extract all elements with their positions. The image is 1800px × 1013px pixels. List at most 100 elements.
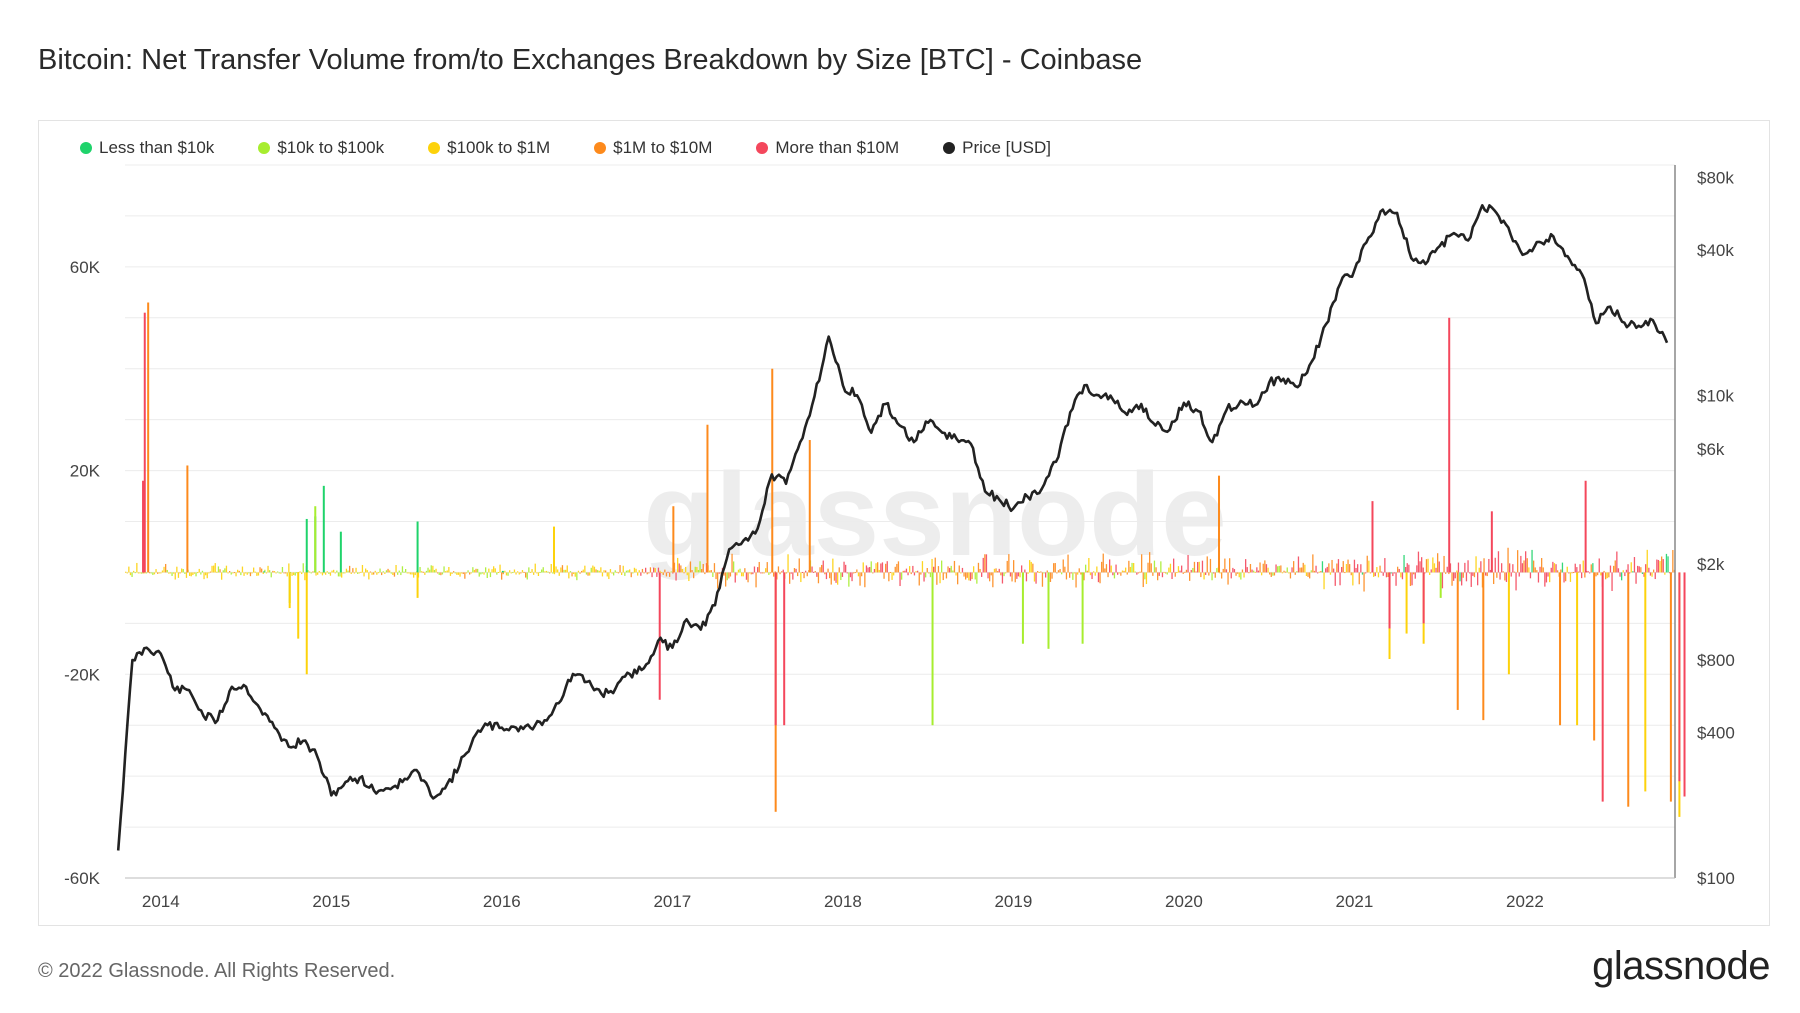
net-volume-bar — [646, 572, 648, 575]
net-volume-bar — [1113, 572, 1116, 579]
net-volume-bar — [131, 572, 133, 577]
net-volume-bar — [918, 572, 920, 586]
net-volume-bar — [1451, 572, 1453, 586]
net-volume-bar — [435, 568, 437, 573]
net-volume-bar — [1208, 572, 1210, 576]
net-volume-bar — [813, 571, 815, 573]
net-volume-bar — [560, 567, 562, 573]
net-volume-bar — [1006, 560, 1008, 573]
spike-bar — [1218, 475, 1221, 573]
net-volume-bar — [272, 570, 274, 573]
net-volume-bar — [1222, 568, 1224, 573]
net-volume-bar — [1150, 563, 1152, 573]
net-volume-bar — [1424, 572, 1426, 574]
legend-item[interactable]: $100k to $1M — [428, 138, 550, 158]
net-volume-bar — [1248, 572, 1250, 574]
net-volume-bar — [1197, 562, 1199, 573]
net-volume-bar — [920, 572, 922, 575]
net-volume-bar — [1257, 570, 1260, 573]
net-volume-bar — [699, 561, 701, 573]
legend-item[interactable]: Price [USD] — [943, 138, 1051, 158]
net-volume-bar — [590, 567, 592, 573]
net-volume-bar — [251, 572, 253, 574]
net-volume-bar — [857, 572, 860, 577]
net-volume-bar — [1398, 568, 1400, 573]
net-volume-bar — [1077, 572, 1079, 575]
legend-label: Price [USD] — [962, 138, 1051, 157]
net-volume-bar — [1609, 565, 1612, 573]
net-volume-bar — [1358, 572, 1360, 585]
spike-bar — [783, 572, 786, 726]
net-volume-bar — [137, 572, 140, 574]
net-volume-bar — [1662, 559, 1664, 573]
net-volume-bar — [1520, 555, 1522, 573]
net-volume-bar — [1307, 572, 1309, 577]
net-volume-bar — [1665, 553, 1668, 573]
net-volume-bar — [1566, 566, 1568, 573]
net-volume-bar — [897, 561, 900, 573]
net-volume-bar — [230, 572, 232, 575]
net-volume-bar — [1579, 564, 1581, 573]
net-volume-bar — [1235, 572, 1237, 576]
net-volume-bar — [1091, 572, 1093, 580]
net-volume-bar — [561, 565, 564, 573]
net-volume-bar — [1406, 563, 1408, 573]
glassnode-logo: glassnode — [1592, 944, 1770, 988]
net-volume-bar — [757, 567, 759, 573]
net-volume-bar — [691, 570, 693, 573]
net-volume-bar — [963, 572, 965, 577]
net-volume-bar — [728, 572, 730, 579]
net-volume-bar — [584, 565, 586, 573]
net-volume-bar — [1169, 563, 1172, 573]
net-volume-bar — [1185, 569, 1188, 573]
net-volume-bar — [1489, 569, 1492, 573]
net-volume-bar — [214, 563, 216, 573]
net-volume-bar — [1288, 572, 1290, 574]
net-volume-bar — [518, 572, 520, 575]
net-volume-bar — [749, 572, 751, 574]
net-volume-bar — [1523, 560, 1525, 573]
net-volume-bar — [1617, 568, 1620, 573]
net-volume-bar — [448, 566, 450, 573]
net-volume-bar — [1625, 569, 1628, 573]
net-volume-bar — [1339, 572, 1341, 586]
net-volume-bar — [1669, 572, 1671, 574]
net-volume-bar — [867, 567, 869, 573]
net-volume-bar — [976, 572, 978, 584]
net-volume-bar — [859, 572, 861, 586]
spike-bar — [339, 531, 342, 573]
net-volume-bar — [877, 562, 879, 573]
net-volume-bar — [1632, 571, 1634, 573]
net-volume-bar — [1072, 572, 1074, 580]
net-volume-bar — [603, 570, 605, 573]
net-volume-bar — [597, 570, 599, 573]
net-volume-bar — [1584, 572, 1586, 578]
net-volume-bar — [1089, 572, 1092, 576]
net-volume-bar — [1478, 567, 1480, 573]
legend-item[interactable]: Less than $10k — [80, 138, 214, 158]
net-volume-bar — [1205, 572, 1207, 575]
net-volume-bar — [171, 572, 173, 576]
net-volume-bar — [1032, 563, 1034, 573]
net-volume-bar — [1299, 567, 1301, 573]
legend-item[interactable]: More than $10M — [756, 138, 899, 158]
net-volume-bar — [1110, 565, 1112, 573]
net-volume-bar — [307, 570, 309, 573]
net-volume-bar — [1504, 572, 1506, 581]
net-volume-bar — [1123, 570, 1125, 573]
net-volume-bar — [411, 572, 413, 575]
net-volume-bar — [886, 561, 888, 573]
net-volume-bar — [1275, 564, 1277, 573]
net-volume-bar — [1555, 564, 1557, 573]
legend-item[interactable]: $10k to $100k — [258, 138, 384, 158]
net-volume-bar — [440, 572, 442, 576]
net-volume-bar — [1115, 564, 1117, 573]
net-volume-bar — [697, 569, 700, 573]
net-volume-bar — [643, 572, 645, 574]
net-volume-bar — [181, 568, 183, 573]
net-volume-bar — [1547, 572, 1549, 577]
legend-item[interactable]: $1M to $10M — [594, 138, 712, 158]
net-volume-bar — [657, 567, 660, 573]
net-volume-bar — [409, 572, 412, 575]
net-volume-bar — [456, 572, 458, 575]
